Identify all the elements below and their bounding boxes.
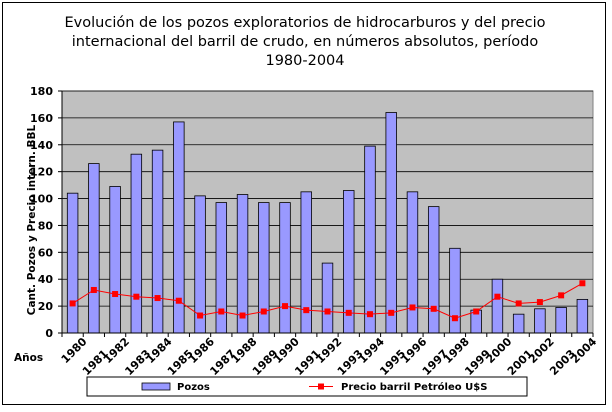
y-tick-labels: 0 20 40 60 80 100 120 140 160 180 xyxy=(30,85,53,340)
legend: Pozos Precio barril Petróleo U$S xyxy=(86,376,528,397)
precio-point xyxy=(430,305,437,312)
x-tick-label: 1988 xyxy=(229,335,260,366)
x-tick-label: 1982 xyxy=(101,335,132,366)
precio-point xyxy=(239,312,246,319)
precio-point xyxy=(175,297,182,304)
y-axis-title: Cant. Pozos y Precio intern. BBL xyxy=(26,124,38,315)
precio-point xyxy=(324,308,331,315)
pozos-bar xyxy=(406,191,419,334)
pozos-bar xyxy=(512,313,525,334)
precio-point xyxy=(154,295,161,302)
pozos-bar xyxy=(279,202,291,334)
chart-title-line-2: internacional del barril de crudo, en nú… xyxy=(72,34,539,50)
x-tick-label: 2000 xyxy=(484,335,515,366)
chart-title: Evolución de los pozos exploratorios de … xyxy=(65,15,546,69)
pozos-bar xyxy=(491,278,504,334)
precio-point xyxy=(282,303,289,310)
precio-point xyxy=(345,309,352,316)
precio-point xyxy=(112,291,119,298)
pozos-bar xyxy=(555,307,567,334)
precio-point xyxy=(218,308,225,315)
precio-line xyxy=(69,280,586,322)
legend-pozos-label: Pozos xyxy=(177,382,210,393)
precio-point xyxy=(366,311,373,318)
pozos-bar xyxy=(66,192,79,334)
x-axis-title: Años xyxy=(14,352,43,364)
precio-point xyxy=(515,300,522,307)
y-tick-label: 120 xyxy=(30,166,53,179)
pozos-bar xyxy=(427,206,440,334)
pozos-bar xyxy=(236,194,249,334)
x-tick-label: 1986 xyxy=(186,335,217,366)
y-tick-label: 100 xyxy=(30,193,53,206)
pozos-bar xyxy=(364,145,376,334)
x-tick-label: 1994 xyxy=(356,335,387,366)
precio-point xyxy=(536,299,543,306)
precio-point xyxy=(579,280,586,287)
chart-title-line-3: 1980-2004 xyxy=(265,53,344,69)
pozos-bar xyxy=(109,186,121,334)
x-tick-label: 2004 xyxy=(568,335,599,366)
chart-title-line-1: Evolución de los pozos exploratorios de … xyxy=(65,15,546,31)
axes xyxy=(58,90,594,337)
chart-frame: Evolución de los pozos exploratorios de … xyxy=(2,2,606,405)
precio-point xyxy=(494,293,501,300)
pozos-bar xyxy=(576,298,589,334)
y-tick-label: 80 xyxy=(38,219,54,232)
pozos-bar xyxy=(534,308,546,334)
legend-precio-label: Precio barril Petróleo U$S xyxy=(341,381,487,393)
x-tick-labels: 1980198119821983198419851986198719881989… xyxy=(59,335,600,378)
y-tick-label: 0 xyxy=(45,327,53,340)
y-tick-label: 180 xyxy=(30,85,53,98)
precio-point xyxy=(90,286,97,293)
legend-box xyxy=(86,376,528,397)
pozos-bar xyxy=(130,153,143,334)
x-tick-label: 1980 xyxy=(59,335,90,366)
x-tick-label: 2002 xyxy=(526,335,557,366)
chart: Evolución de los pozos exploratorios de … xyxy=(14,15,600,397)
pozos-bar xyxy=(385,112,397,334)
pozos-bar xyxy=(88,163,100,334)
legend-precio-marker xyxy=(318,383,324,390)
pozos-bars xyxy=(66,112,589,334)
pozos-bar xyxy=(321,262,334,334)
precio-point xyxy=(133,293,140,300)
precio-point xyxy=(451,315,458,322)
x-tick-label: 1990 xyxy=(271,335,302,366)
x-tick-label: 1998 xyxy=(441,335,472,366)
y-tick-label: 160 xyxy=(30,112,53,125)
precio-point xyxy=(388,309,395,316)
gridlines xyxy=(62,90,593,307)
precio-point xyxy=(303,307,310,314)
precio-point xyxy=(473,308,480,315)
x-tick-label: 1984 xyxy=(144,335,175,366)
y-tick-label: 60 xyxy=(38,246,54,259)
precio-point xyxy=(197,312,204,319)
x-tick-label: 1996 xyxy=(399,335,430,366)
legend-pozos-swatch xyxy=(141,382,171,391)
precio-point xyxy=(409,304,416,311)
precio-point xyxy=(69,300,76,307)
precio-point xyxy=(558,292,565,299)
y-tick-label: 20 xyxy=(38,300,54,313)
y-tick-label: 40 xyxy=(38,273,54,286)
x-tick-label: 1992 xyxy=(314,335,345,366)
precio-point xyxy=(260,308,267,315)
y-tick-label: 140 xyxy=(30,139,53,152)
pozos-bar xyxy=(151,149,164,334)
